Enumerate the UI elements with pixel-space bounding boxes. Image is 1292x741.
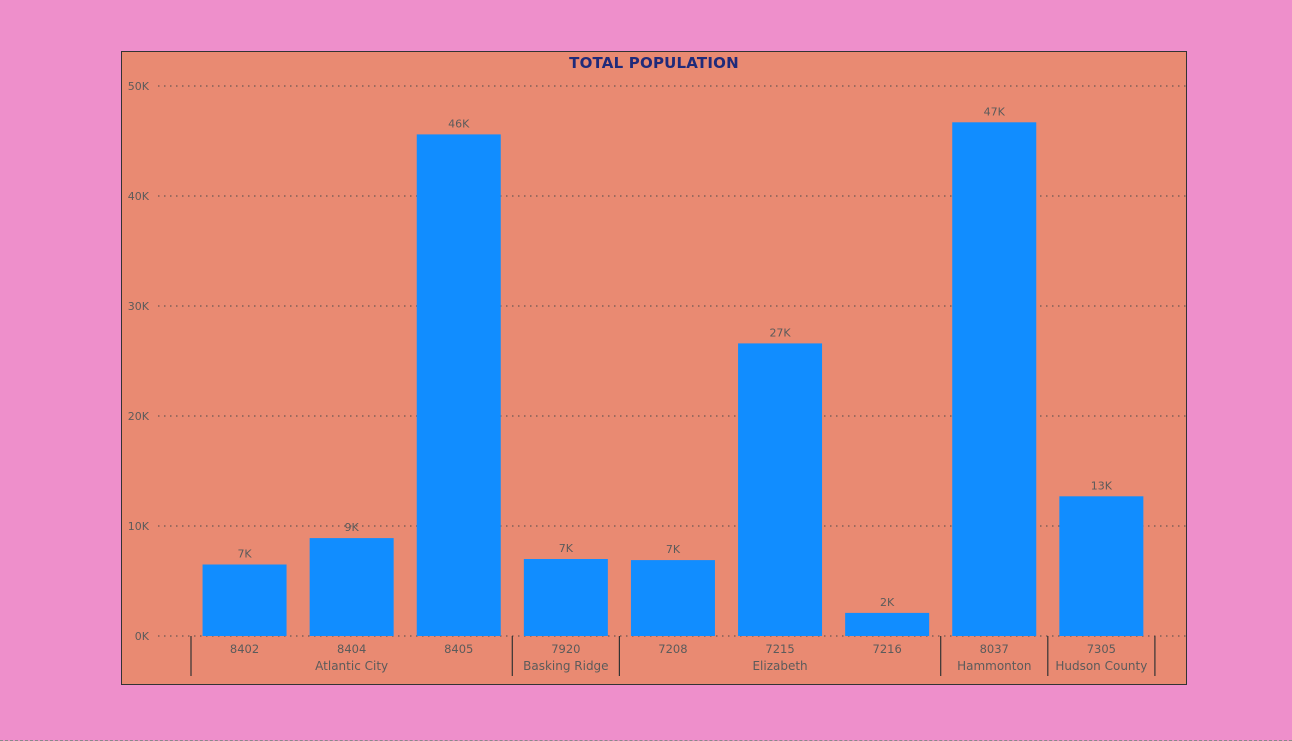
- x-group-label: Atlantic City: [315, 659, 388, 673]
- x-category-label: 8404: [337, 642, 366, 656]
- x-axis: 8402 8404 8405 7920 7208 7215 7216 8037 7305 Atla…: [190, 636, 1156, 676]
- x-category-label: 8037: [980, 642, 1009, 656]
- x-group-label: Hammonton: [957, 659, 1031, 673]
- bar: [309, 538, 394, 636]
- bar: [1059, 496, 1144, 636]
- bar: [202, 564, 287, 636]
- y-tick-label: 20K: [128, 410, 150, 423]
- x-category-label: 7216: [873, 642, 902, 656]
- x-group-label: Basking Ridge: [523, 659, 608, 673]
- data-label: 47K: [984, 105, 1006, 118]
- bar: [523, 559, 608, 636]
- x-category-label: 8405: [444, 642, 473, 656]
- y-tick-label: 50K: [128, 80, 150, 93]
- chart-panel: TOTAL POPULATION 0K 10K 20K 30K 40K 50K 7K 9K 4…: [121, 51, 1187, 685]
- bar: [738, 343, 823, 636]
- bar: [416, 134, 501, 636]
- bar-chart: 0K 10K 20K 30K 40K 50K 7K 9K 46K 7K 7K 27K 2K 47K 13K…: [128, 80, 1186, 676]
- data-label: 7K: [666, 543, 681, 556]
- data-label: 7K: [559, 542, 574, 555]
- data-label: 46K: [448, 117, 470, 130]
- chart-title: TOTAL POPULATION: [569, 54, 739, 72]
- bar: [952, 122, 1037, 637]
- y-tick-label: 30K: [128, 300, 150, 313]
- x-group-label: Elizabeth: [752, 659, 807, 673]
- x-category-label: 7208: [658, 642, 687, 656]
- bar: [845, 612, 930, 636]
- bar: [630, 560, 715, 636]
- data-label: 27K: [769, 326, 791, 339]
- x-category-label: 7305: [1087, 642, 1116, 656]
- data-label: 2K: [880, 596, 895, 609]
- x-category-label: 7215: [765, 642, 794, 656]
- x-group-label: Hudson County: [1055, 659, 1147, 673]
- bars: [202, 122, 1144, 637]
- data-label: 13K: [1091, 479, 1113, 492]
- data-labels: 7K 9K 46K 7K 7K 27K 2K 47K 13K: [237, 105, 1112, 609]
- x-category-label: 7920: [551, 642, 580, 656]
- y-tick-label: 10K: [128, 520, 150, 533]
- y-tick-label: 40K: [128, 190, 150, 203]
- x-category-label: 8402: [230, 642, 259, 656]
- y-tick-label: 0K: [135, 630, 150, 643]
- data-label: 7K: [237, 548, 252, 561]
- y-axis-tick-labels: 0K 10K 20K 30K 40K 50K: [128, 80, 150, 643]
- data-label: 9K: [345, 521, 360, 534]
